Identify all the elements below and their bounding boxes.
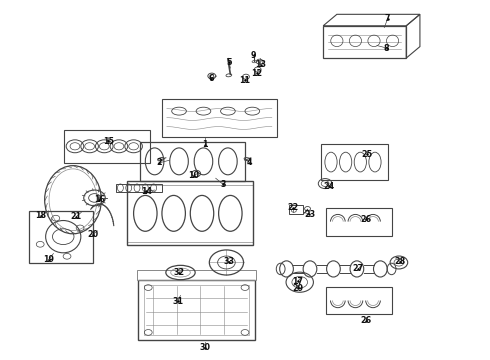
Text: 12: 12 — [252, 69, 263, 78]
Text: 13: 13 — [255, 60, 266, 69]
Text: 7: 7 — [385, 14, 391, 23]
Bar — [326, 208, 392, 235]
Text: 27: 27 — [353, 265, 364, 274]
Text: 25: 25 — [362, 150, 373, 159]
Text: 30: 30 — [199, 343, 210, 352]
Text: 33: 33 — [224, 257, 235, 266]
Text: 26: 26 — [361, 215, 372, 224]
Bar — [289, 205, 303, 214]
Text: 17: 17 — [292, 276, 303, 285]
Text: 31: 31 — [172, 297, 183, 306]
Text: 4: 4 — [247, 158, 253, 167]
Text: 23: 23 — [304, 210, 315, 219]
Text: 22: 22 — [287, 203, 298, 212]
Bar — [29, 211, 93, 263]
Text: 5: 5 — [226, 58, 232, 67]
Bar — [145, 285, 249, 335]
Text: 10: 10 — [188, 171, 199, 180]
Bar — [326, 287, 392, 315]
Text: 26: 26 — [361, 316, 372, 325]
Text: 24: 24 — [323, 182, 335, 191]
Text: 1: 1 — [202, 140, 208, 149]
Bar — [323, 26, 406, 58]
Text: 6: 6 — [208, 75, 214, 84]
Bar — [139, 280, 255, 339]
Bar — [137, 270, 256, 280]
Text: 3: 3 — [220, 180, 226, 189]
Text: 20: 20 — [87, 230, 98, 239]
Text: 21: 21 — [71, 212, 82, 221]
Bar — [321, 144, 388, 180]
Text: 29: 29 — [292, 284, 303, 293]
Bar — [64, 130, 150, 163]
Text: 14: 14 — [141, 187, 152, 196]
Text: 16: 16 — [94, 195, 105, 204]
Bar — [116, 184, 162, 192]
Bar — [162, 99, 277, 137]
Text: 8: 8 — [384, 44, 390, 53]
Text: 18: 18 — [35, 211, 47, 220]
Text: 28: 28 — [395, 257, 406, 266]
Text: 19: 19 — [43, 255, 54, 264]
Text: 2: 2 — [157, 158, 162, 167]
Bar — [127, 181, 253, 245]
Text: 11: 11 — [240, 76, 250, 85]
Bar — [140, 142, 245, 181]
Text: 9: 9 — [251, 51, 257, 60]
Text: 32: 32 — [173, 268, 185, 277]
Text: 15: 15 — [103, 137, 114, 146]
